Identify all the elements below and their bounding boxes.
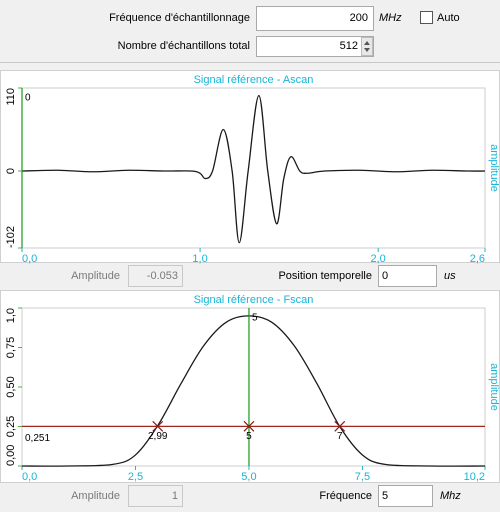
chart-title: Signal référence - Fscan (194, 294, 314, 306)
y-tick-label: 0,00 (5, 445, 17, 466)
sampling-label: Fréquence d'échantillonnage (109, 12, 250, 24)
signal-line (21, 94, 486, 244)
y-tick-label: 1,0 (5, 308, 17, 323)
position-unit: us (444, 270, 456, 282)
amplitude-input (128, 485, 183, 507)
sampling-input[interactable] (256, 6, 374, 31)
x-tick-label: 2,0 (371, 253, 386, 265)
frequency-unit: Mhz (440, 490, 461, 502)
frequency-value: 5 (382, 490, 388, 502)
x-tick-label: 7,5 (355, 471, 370, 483)
x-tick-label: 2,6 (470, 253, 485, 265)
marker (152, 420, 164, 432)
cursor-label: 0 (25, 93, 31, 104)
amplitude-label: Amplitude (71, 270, 120, 282)
y-tick-label: 0,25 (5, 416, 17, 437)
y-tick-label: 0,50 (5, 376, 17, 397)
x-tick-label: 1,0 (192, 253, 207, 265)
spinner-arrows (364, 41, 370, 52)
marker-label: 2,99 (148, 431, 168, 442)
marker (243, 420, 255, 432)
frequency-label: Fréquence (319, 490, 372, 502)
position-label: Position temporelle (278, 270, 372, 282)
x-tick-label: 0,0 (22, 471, 37, 483)
y-tick-label: -102 (5, 226, 17, 248)
amplitude-label: Amplitude (71, 490, 120, 502)
y-axis-title: amplitude (488, 144, 500, 192)
y-tick-label: 0,75 (5, 337, 17, 358)
fscan-panel (0, 290, 500, 483)
auto-label: Auto (437, 12, 460, 24)
amplitude-input (128, 265, 183, 287)
amplitude-value: 1 (172, 490, 178, 502)
x-tick-label: 2,5 (128, 471, 143, 483)
marker (334, 420, 346, 432)
y-tick-label: 0 (5, 168, 17, 174)
amplitude-value: -0.053 (147, 270, 178, 282)
y-tick-label: 110 (5, 88, 17, 106)
samples-input[interactable] (256, 36, 374, 57)
threshold-label: 0,251 (25, 433, 50, 444)
spinner[interactable] (361, 37, 373, 56)
ascan-panel (0, 70, 500, 263)
marker-label: 5 (246, 431, 252, 442)
samples-value: 512 (340, 40, 358, 52)
x-tick-label: 5,0 (241, 471, 256, 483)
auto-checkbox[interactable] (420, 11, 433, 24)
position-value: 0 (382, 270, 388, 282)
x-tick-label: 10,2 (464, 471, 485, 483)
position-input[interactable] (378, 265, 437, 287)
x-tick-label: 0,0 (22, 253, 37, 265)
frequency-input[interactable] (378, 485, 433, 507)
sampling-value: 200 (350, 12, 368, 24)
marker-label: 7 (337, 431, 343, 442)
cursor-label: 5 (252, 313, 258, 324)
samples-label: Nombre d'échantillons total (118, 40, 250, 52)
chart-title: Signal référence - Ascan (194, 74, 314, 86)
y-axis-title: amplitude (488, 363, 500, 411)
sampling-unit: MHz (379, 12, 402, 24)
